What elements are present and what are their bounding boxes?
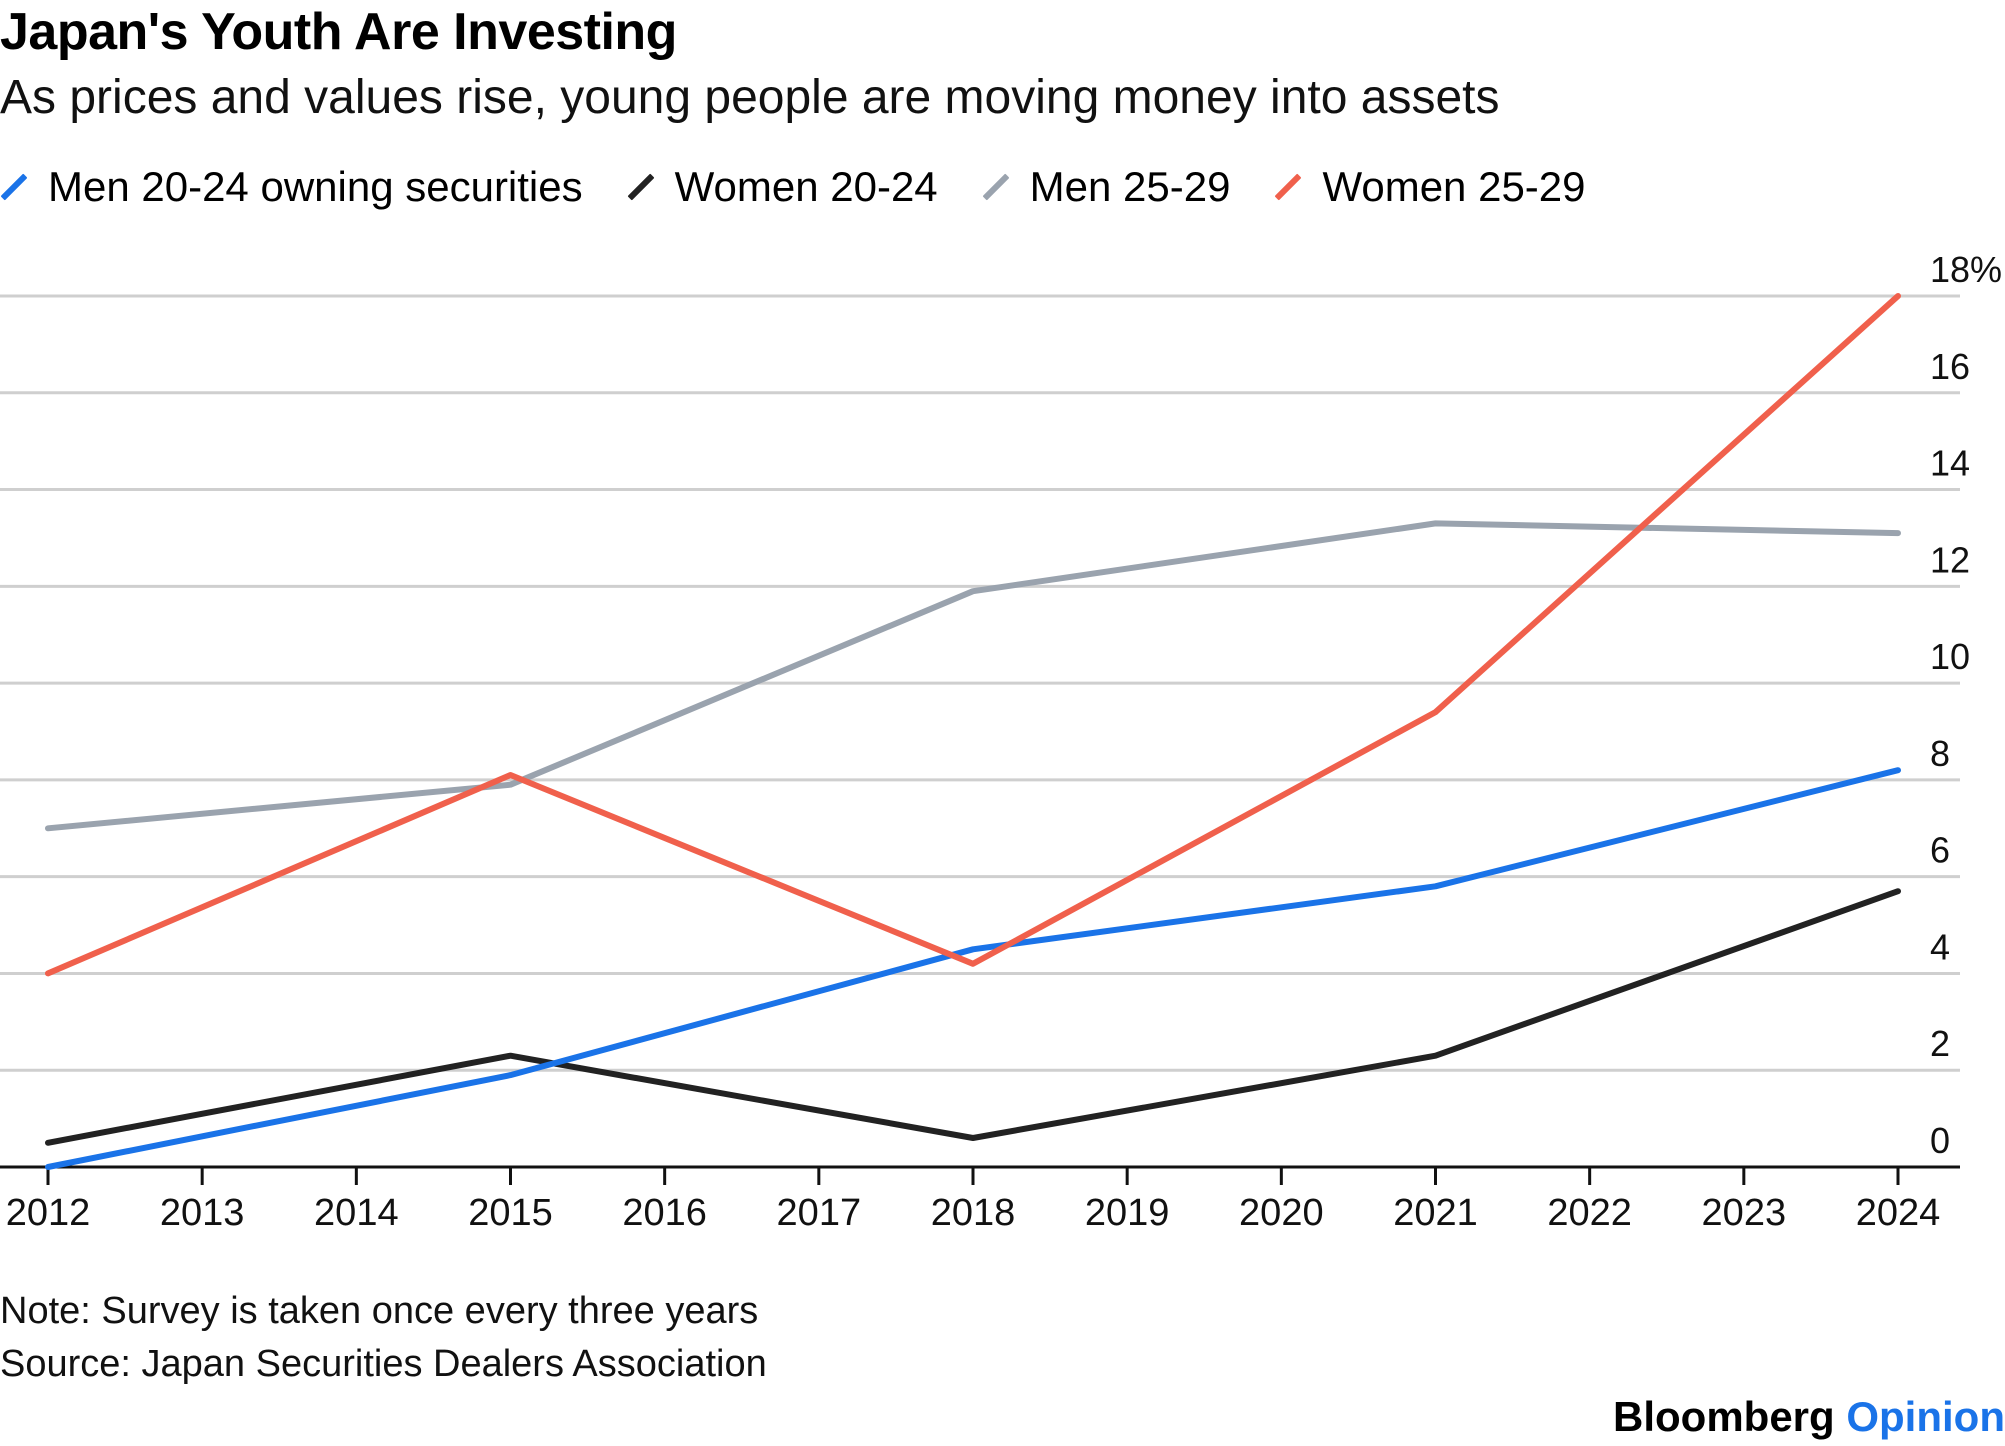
x-tick-label: 2018 [931, 1192, 1016, 1234]
series-line-women-20-24 [45, 888, 1901, 1146]
brand-suffix: Opinion [1846, 1393, 2005, 1440]
legend-item-men-25-29: Men 25-29 [982, 163, 1231, 211]
y-tick-label: 8 [1930, 733, 1950, 774]
chart-title: Japan's Youth Are Investing [0, 3, 677, 61]
y-tick-label: 18% [1930, 249, 2002, 290]
chart-note: Note: Survey is taken once every three y… [0, 1290, 759, 1332]
brand-logo: Bloomberg Opinion [1613, 1393, 2005, 1441]
x-tick-label: 2017 [777, 1192, 862, 1234]
x-tick-label: 2022 [1547, 1192, 1632, 1234]
legend-label-men-25-29: Men 25-29 [1029, 163, 1231, 210]
x-tick-label: 2014 [314, 1192, 399, 1234]
x-tick-label: 2023 [1702, 1192, 1787, 1234]
chart-subtitle: As prices and values rise, young people … [0, 71, 1500, 124]
y-tick-label: 10 [1930, 636, 1970, 677]
legend-label-women-25-29: Women 25-29 [1322, 163, 1586, 210]
x-tick-label: 2012 [6, 1192, 91, 1234]
y-tick-label: 14 [1930, 443, 1970, 484]
x-tick-label: 2021 [1393, 1192, 1478, 1234]
legend-label-women-20-24: Women 20-24 [674, 163, 938, 210]
legend-item-women-25-29: Women 25-29 [1274, 163, 1585, 211]
y-tick-label: 2 [1930, 1023, 1950, 1064]
brand-name: Bloomberg [1613, 1393, 1835, 1440]
y-tick-label: 6 [1930, 830, 1950, 871]
chart-source: Source: Japan Securities Dealers Associa… [0, 1343, 767, 1385]
y-tick-label: 12 [1930, 539, 1970, 580]
series-lines [45, 293, 1901, 1170]
x-axis: 2012 2013 2014 2015 2016 2017 2018 2019 2020 2021… [0, 1165, 1960, 1234]
y-tick-label: 4 [1930, 926, 1950, 967]
legend-label-men-20-24: Men 20-24 owning securities [48, 163, 583, 210]
y-tick-label: 0 [1930, 1120, 1950, 1161]
y-tick-label: 16 [1930, 346, 1970, 387]
legend: Men 20-24 owning securities Women 20-24 … [0, 160, 1630, 214]
x-tick-label: 2019 [1085, 1192, 1170, 1234]
x-tick-label: 2016 [622, 1192, 707, 1234]
series-line-women-25-29 [45, 293, 1901, 977]
series-line-men-20-24-owning-securities [45, 767, 1901, 1170]
x-tick-label: 2015 [468, 1192, 553, 1234]
legend-item-women-20-24: Women 20-24 [627, 163, 938, 211]
y-axis: 0 2 4 6 8 10 12 14 16 18% [1930, 249, 2002, 1161]
x-tick-label: 2024 [1856, 1192, 1941, 1234]
gridlines [0, 294, 1960, 1072]
series-line-men-25-29 [45, 520, 1901, 832]
legend-item-men-20-24: Men 20-24 owning securities [0, 163, 583, 211]
x-tick-label: 2020 [1239, 1192, 1324, 1234]
x-tick-label: 2013 [160, 1192, 245, 1234]
